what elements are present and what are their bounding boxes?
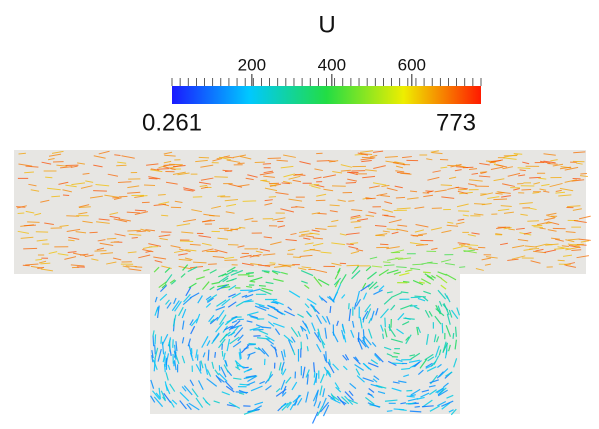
velocity-arrow bbox=[380, 244, 388, 245]
colorbar-max-label: 773 bbox=[436, 109, 476, 136]
colorbar-title: U bbox=[318, 11, 335, 38]
velocity-arrow bbox=[40, 263, 50, 264]
velocity-arrow bbox=[190, 244, 201, 245]
velocity-arrow bbox=[262, 271, 270, 272]
velocity-arrow bbox=[403, 282, 409, 283]
velocity-arrow bbox=[161, 215, 168, 216]
velocity-arrow bbox=[529, 248, 539, 249]
velocity-arrow bbox=[410, 306, 417, 307]
velocity-arrow bbox=[246, 286, 252, 287]
velocity-arrow bbox=[385, 318, 386, 328]
velocity-arrow bbox=[363, 329, 364, 340]
velocity-arrow bbox=[107, 238, 116, 239]
velocity-arrow bbox=[316, 373, 317, 383]
velocity-arrow bbox=[580, 174, 587, 175]
velocity-arrow bbox=[384, 265, 395, 266]
velocity-arrow bbox=[453, 333, 454, 339]
colorbar-min-label: 0.261 bbox=[142, 109, 202, 136]
velocity-arrow bbox=[23, 248, 37, 249]
velocity-arrow bbox=[269, 197, 276, 198]
velocity-arrow bbox=[199, 157, 209, 158]
velocity-arrow bbox=[392, 363, 404, 364]
velocity-arrow bbox=[293, 257, 301, 258]
velocity-arrow bbox=[208, 350, 209, 361]
colorbar-tick-label: 600 bbox=[398, 55, 426, 74]
velocity-arrow bbox=[127, 230, 140, 231]
velocity-arrow bbox=[291, 207, 297, 208]
velocity-arrow bbox=[24, 172, 34, 173]
velocity-arrow bbox=[217, 196, 225, 197]
channel bbox=[14, 150, 586, 274]
velocity-arrow bbox=[415, 407, 420, 408]
visualization: U 0.261 773 200 400 600 bbox=[0, 0, 599, 424]
velocity-arrow bbox=[299, 236, 305, 237]
velocity-arrow bbox=[16, 207, 25, 208]
velocity-arrow bbox=[317, 213, 326, 214]
velocity-arrow bbox=[157, 169, 169, 170]
velocity-arrow bbox=[571, 250, 581, 251]
velocity-arrow bbox=[224, 260, 237, 261]
velocity-arrow bbox=[318, 332, 319, 337]
velocity-arrow bbox=[45, 177, 52, 178]
velocity-arrow bbox=[51, 196, 60, 197]
velocity-arrow bbox=[346, 244, 353, 245]
velocity-arrow bbox=[215, 352, 216, 358]
velocity-arrow bbox=[161, 336, 162, 344]
velocity-arrow bbox=[246, 273, 253, 274]
velocity-arrow bbox=[149, 178, 158, 179]
velocity-arrow bbox=[155, 345, 156, 355]
velocity-arrow bbox=[410, 411, 421, 412]
velocity-arrow bbox=[200, 361, 201, 370]
velocity-arrow bbox=[24, 225, 36, 226]
velocity-arrow bbox=[546, 244, 552, 245]
velocity-arrow bbox=[155, 334, 156, 344]
velocity-arrow bbox=[328, 226, 337, 227]
velocity-arrow bbox=[314, 372, 315, 378]
velocity-arrow bbox=[93, 191, 107, 192]
colorbar-tick-label: 200 bbox=[238, 55, 266, 74]
velocity-arrow bbox=[153, 336, 154, 346]
colorbar-tick-label: 400 bbox=[318, 55, 346, 74]
velocity-arrow bbox=[493, 199, 507, 200]
page: U 0.261 773 200400600 (() => { const dat… bbox=[0, 0, 599, 424]
velocity-arrow bbox=[346, 183, 356, 184]
velocity-arrow bbox=[260, 180, 267, 181]
velocity-arrow bbox=[250, 281, 256, 282]
velocity-arrow bbox=[441, 185, 452, 186]
velocity-arrow bbox=[456, 327, 457, 337]
velocity-arrow bbox=[169, 164, 183, 165]
velocity-arrow bbox=[328, 161, 335, 162]
cavity bbox=[150, 268, 460, 414]
velocity-arrow bbox=[132, 237, 138, 238]
velocity-arrow bbox=[521, 189, 531, 190]
velocity-arrow bbox=[348, 201, 354, 202]
velocity-arrow bbox=[282, 368, 283, 374]
velocity-arrow bbox=[362, 157, 375, 158]
velocity-arrow bbox=[244, 301, 253, 302]
velocity-arrow bbox=[387, 411, 392, 412]
velocity-arrow bbox=[144, 185, 155, 186]
velocity-arrow bbox=[396, 197, 405, 198]
velocity-arrow bbox=[459, 267, 465, 268]
velocity-arrow bbox=[389, 324, 390, 331]
velocity-arrow bbox=[314, 362, 315, 372]
velocity-arrow bbox=[111, 242, 120, 243]
velocity-arrow bbox=[158, 194, 166, 195]
velocity-arrow bbox=[423, 272, 431, 273]
colorbar bbox=[172, 86, 481, 104]
velocity-arrow bbox=[383, 262, 391, 263]
velocity-arrow bbox=[259, 286, 266, 287]
velocity-arrow bbox=[330, 306, 331, 313]
velocity-arrow bbox=[253, 330, 263, 331]
velocity-arrow bbox=[249, 343, 257, 344]
